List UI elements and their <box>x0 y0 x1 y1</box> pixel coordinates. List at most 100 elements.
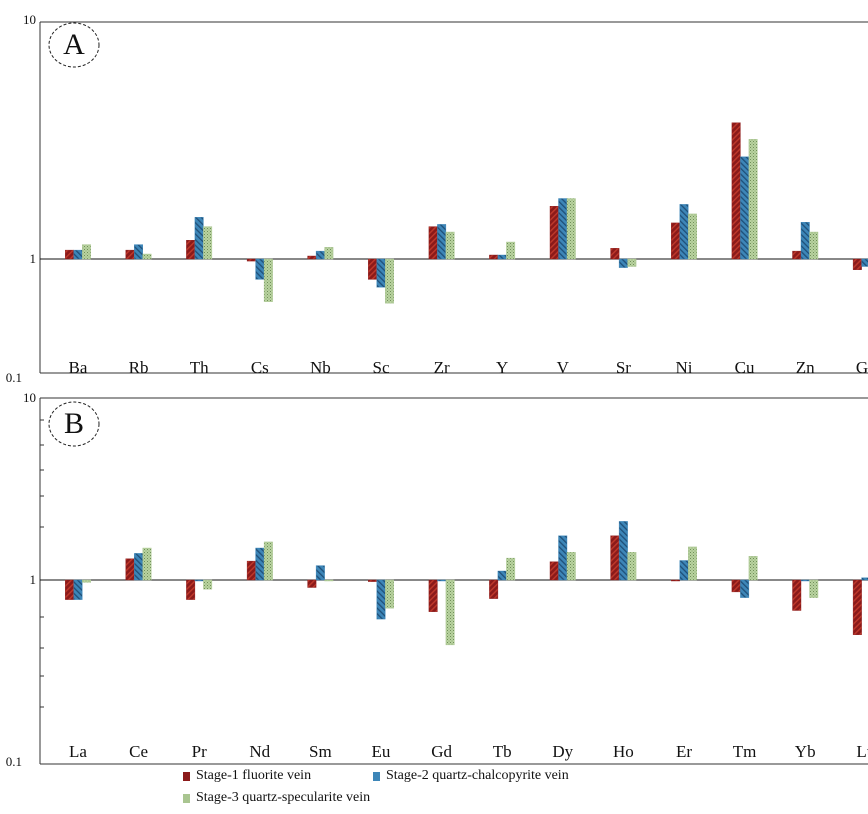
bar-stage-2-sc <box>376 258 386 288</box>
legend-item-stage-1: Stage-1 fluorite vein <box>183 768 311 784</box>
x-tick-label-ho: Ho <box>613 742 634 761</box>
minor-ticks-b <box>40 419 44 708</box>
bar-stage-1-th <box>186 239 196 260</box>
x-tick-label-v: V <box>557 358 570 377</box>
bar-stage-2-eu <box>376 579 386 620</box>
bar-stage-2-sm <box>315 565 325 581</box>
bar-stage-2-zr <box>437 224 447 260</box>
bar-stage-1-nb <box>307 255 317 260</box>
bar-stage-3-ce <box>142 547 152 581</box>
bar-stage-2-nb <box>315 250 325 260</box>
bar-stage-2-th <box>194 217 204 260</box>
bar-stage-1-er <box>671 579 680 582</box>
bar-stage-1-zr <box>428 226 438 260</box>
panel-label-a: A <box>63 28 85 61</box>
bar-stage-1-sm <box>307 579 317 588</box>
panel-label-circle-a <box>48 22 100 68</box>
bar-stage-1-ho <box>610 535 620 581</box>
bar-stage-3-er <box>688 546 697 581</box>
bar-stage-3-cu <box>748 139 758 260</box>
bar-stage-3-pr <box>203 579 213 590</box>
bar-stage-1-ce <box>125 558 135 581</box>
x-tick-label-pr: Pr <box>192 742 207 761</box>
bar-stage-1-yb <box>792 579 802 611</box>
bar-stage-1-ni <box>671 222 680 260</box>
x-tick-label-sm: Sm <box>309 742 332 761</box>
bar-stage-1-ba <box>65 249 75 260</box>
bar-stage-3-gd <box>445 579 455 646</box>
x-tick-label-tb: Tb <box>493 742 512 761</box>
x-tick-label-sc: Sc <box>373 358 390 377</box>
bar-stage-2-pr <box>194 579 204 582</box>
bar-stage-1-la <box>65 579 75 600</box>
x-labels-a: Ba Rb Th Cs Nb Sc Zr Y V Sr Ni Cu Zn Ga <box>69 358 868 377</box>
x-tick-label-ba: Ba <box>69 358 88 377</box>
x-tick-label-er: Er <box>676 742 692 761</box>
bar-stage-2-gd <box>437 579 447 582</box>
x-tick-label-cu: Cu <box>735 358 755 377</box>
bar-stage-1-cs <box>246 258 256 262</box>
bar-stage-2-cu <box>740 156 750 260</box>
bar-stage-2-la <box>73 579 83 600</box>
bar-stage-3-sc <box>385 258 394 304</box>
bar-stage-2-cs <box>255 258 265 280</box>
bar-stage-1-ga <box>852 258 862 271</box>
bar-stage-1-nd <box>246 560 256 581</box>
x-tick-label-sr: Sr <box>616 358 631 377</box>
bar-stage-3-tb <box>506 557 516 581</box>
bar-stage-1-sr <box>610 248 620 260</box>
x-tick-label-gd: Gd <box>431 742 452 761</box>
bar-stage-1-dy <box>549 561 559 581</box>
bar-stage-2-er <box>679 560 689 581</box>
legend-swatch-stage-3 <box>183 793 190 803</box>
bar-stage-3-yb <box>809 579 819 598</box>
bar-stage-2-dy <box>558 535 568 581</box>
legend-label-stage-3: Stage-3 quartz-specularite vein <box>196 790 371 805</box>
bar-stage-3-y <box>506 241 516 260</box>
legend-item-stage-3: Stage-3 quartz-specularite vein <box>183 790 370 806</box>
bar-stage-2-ho <box>618 521 628 581</box>
x-tick-label-nb: Nb <box>310 358 331 377</box>
x-tick-label-ni: Ni <box>676 358 693 377</box>
bar-stage-3-nd <box>263 541 273 581</box>
bar-stage-3-zn <box>809 231 819 260</box>
bar-stage-2-yb <box>800 579 810 582</box>
bar-stage-1-tm <box>731 579 741 593</box>
bar-stage-3-ni <box>688 213 697 260</box>
bar-stage-3-eu <box>385 579 394 609</box>
x-tick-label-la: La <box>69 742 87 761</box>
x-tick-label-cs: Cs <box>251 358 269 377</box>
bar-stage-3-sr <box>627 258 637 267</box>
bar-stage-1-rb <box>125 249 135 260</box>
bar-stage-3-th <box>203 226 213 260</box>
legend-label-stage-2: Stage-2 quartz-chalcopyrite vein <box>386 768 569 783</box>
x-tick-label-zr: Zr <box>434 358 450 377</box>
x-tick-label-lu: Lu <box>856 742 868 761</box>
y-tick-mid-b: 1 <box>30 572 37 587</box>
bar-stage-3-sm <box>324 579 334 582</box>
panel-label-b: B <box>64 407 84 440</box>
bar-stage-1-gd <box>428 579 438 612</box>
bar-stage-3-ba <box>82 244 92 260</box>
bar-stage-2-tb <box>497 570 507 581</box>
x-tick-label-yb: Yb <box>795 742 816 761</box>
bar-stage-2-v <box>558 198 568 260</box>
bar-stage-1-tb <box>489 579 499 599</box>
bar-stage-2-ga <box>861 258 868 267</box>
x-tick-label-ce: Ce <box>129 742 148 761</box>
x-tick-label-eu: Eu <box>372 742 391 761</box>
x-labels-b: La Ce Pr Nd Sm Eu Gd Tb Dy Ho Er Tm Yb Lu <box>69 742 868 761</box>
panel-b: 10 1 0.1 B La Ce Pr Nd Sm Eu Gd Tb Dy Ho Er Tm Yb Lu <box>6 390 868 769</box>
bar-stage-2-sr <box>618 258 628 268</box>
bar-stage-2-rb <box>134 244 144 260</box>
bar-stage-3-cs <box>263 258 273 302</box>
bars-b <box>65 521 868 646</box>
panel-a: 10 1 0.1 A Ba Rb Th Cs Nb Sc Zr Y V Sr Ni Cu Zn Ga <box>6 12 868 385</box>
bar-stage-2-y <box>497 254 507 260</box>
x-tick-label-ga: Ga <box>856 358 868 377</box>
bar-stage-1-lu <box>852 579 862 635</box>
x-tick-label-zn: Zn <box>796 358 815 377</box>
x-tick-label-nd: Nd <box>249 742 270 761</box>
bar-stage-3-rb <box>142 253 152 260</box>
